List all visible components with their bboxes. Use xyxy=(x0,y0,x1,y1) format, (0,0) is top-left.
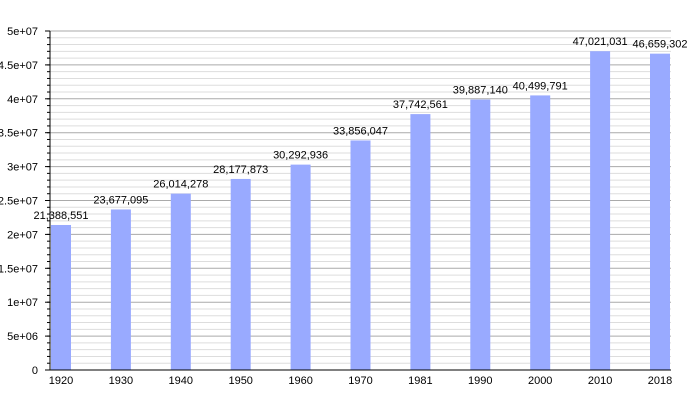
data-label: 33,856,047 xyxy=(333,125,388,137)
y-tick-label: 3.5e+07 xyxy=(0,128,38,140)
x-tick-label: 2010 xyxy=(588,375,612,387)
bar-1950 xyxy=(230,178,251,370)
bar-1920 xyxy=(51,224,71,370)
bar-1940 xyxy=(170,193,191,370)
axes: 0 5e+06 1e+07 1.5e+07 2e+07 2.5e+07 3e+07 3.5e+… xyxy=(0,26,672,387)
bar-2018 xyxy=(650,53,670,370)
bar-1970 xyxy=(350,140,371,370)
bars xyxy=(51,51,670,371)
y-tick-label: 4e+07 xyxy=(7,94,38,106)
data-label: 30,292,936 xyxy=(273,150,328,162)
bar-1960 xyxy=(290,164,311,370)
y-tick-label: 2e+07 xyxy=(7,229,38,241)
x-tick-label: 1981 xyxy=(408,375,432,387)
data-label: 21,388,551 xyxy=(33,210,88,222)
x-tick-label: 1940 xyxy=(169,375,193,387)
y-tick-label: 1e+07 xyxy=(7,297,38,309)
data-label: 28,177,873 xyxy=(213,164,268,176)
data-labels: 21,388,551 23,677,095 26,014,278 28,177,873… xyxy=(33,36,687,222)
data-label: 37,742,561 xyxy=(393,99,448,111)
y-tick-label: 2.5e+07 xyxy=(0,196,38,208)
bar-2010 xyxy=(590,51,611,370)
bar-1930 xyxy=(110,209,131,370)
x-tick-label: 1920 xyxy=(49,375,73,387)
x-tick-label: 1970 xyxy=(348,375,372,387)
data-label: 47,021,031 xyxy=(573,36,628,48)
data-label: 39,887,140 xyxy=(453,85,508,97)
data-label: 46,659,302 xyxy=(632,39,687,51)
bar-2000 xyxy=(530,95,551,371)
y-tick-label: 0 xyxy=(32,365,38,377)
data-label: 23,677,095 xyxy=(93,194,148,206)
data-label: 26,014,278 xyxy=(153,179,208,191)
y-tick-label: 4.5e+07 xyxy=(0,60,38,72)
y-tick-label: 1.5e+07 xyxy=(0,263,38,275)
x-tick-label: 1930 xyxy=(109,375,133,387)
bar-1990 xyxy=(470,99,491,371)
bar-1981 xyxy=(410,114,431,370)
y-tick-label: 3e+07 xyxy=(7,162,38,174)
x-tick-label: 2000 xyxy=(528,375,552,387)
y-tick-label: 5e+06 xyxy=(7,331,38,343)
x-tick-label: 1950 xyxy=(228,375,252,387)
x-tick-label: 1990 xyxy=(468,375,492,387)
x-tick-label: 1960 xyxy=(288,375,312,387)
x-tick-label: 2018 xyxy=(648,375,672,387)
y-tick-label: 5e+07 xyxy=(7,26,38,38)
data-label: 40,499,791 xyxy=(513,80,568,92)
